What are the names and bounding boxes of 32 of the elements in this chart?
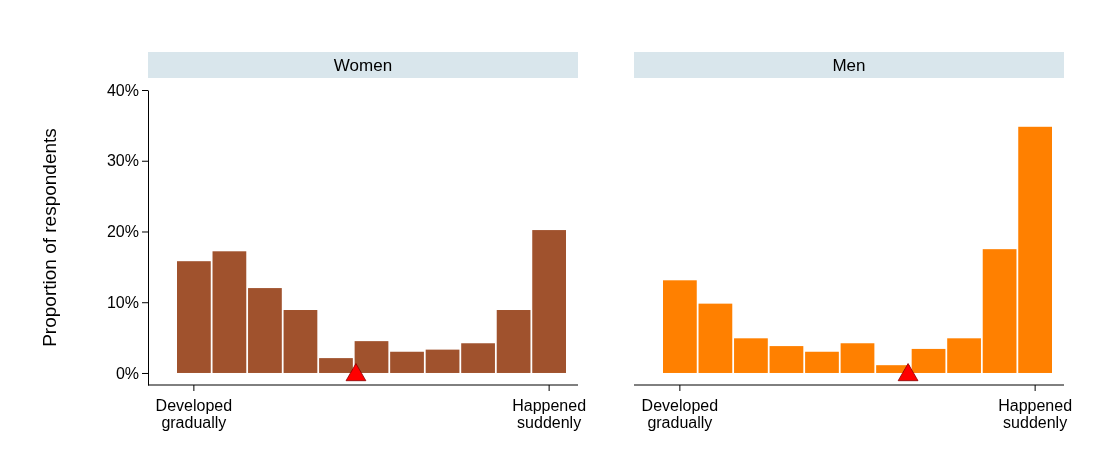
bar [840,343,875,373]
x-tick-label: Happened suddenly [512,397,587,431]
chart-title: Women [333,56,393,75]
bar [947,338,981,373]
bar [663,280,697,373]
bar [532,230,566,373]
y-tick-label: 0% [115,364,139,382]
x-tick-label: Happened suddenly [998,397,1073,431]
bar [425,349,460,373]
x-tick-label: Developed gradually [641,397,719,431]
y-tick-label: 30% [106,152,139,170]
bar [212,251,247,373]
bar [177,261,211,373]
bar [283,310,318,373]
bar [496,310,531,373]
bar [911,348,946,373]
bar [805,351,839,373]
bar [354,341,389,373]
bar [734,338,768,373]
y-tick-label: 10% [106,293,139,311]
bar [1018,126,1052,373]
bar [698,303,733,373]
y-tick-label: 20% [106,223,139,241]
y-axis-title: Proportion of respondents [39,128,60,347]
bar [461,343,495,373]
y-tick-label: 40% [106,81,139,99]
bar [390,351,424,373]
chart-title: Men [832,56,866,75]
bar [248,288,282,373]
bar [982,249,1017,373]
x-tick-label: Developed gradually [155,397,233,431]
bar [769,346,804,373]
